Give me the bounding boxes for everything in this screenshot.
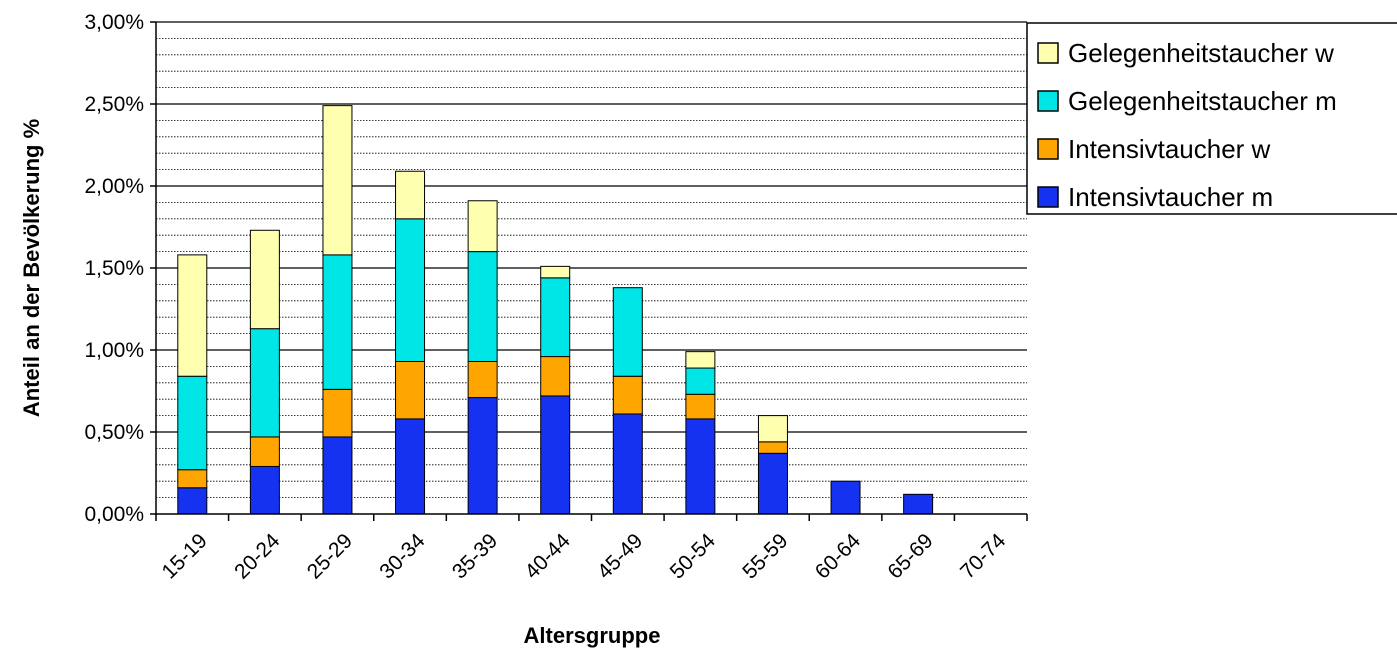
bars xyxy=(177,105,934,515)
x-tick-label: 40-44 xyxy=(520,529,574,583)
bar-segment xyxy=(540,265,571,279)
legend-swatch xyxy=(1037,90,1059,112)
x-tick-label: 30-34 xyxy=(375,529,429,583)
legend-swatch xyxy=(1037,186,1059,208)
y-tick-label: 2,00% xyxy=(84,175,144,198)
bar-segment xyxy=(685,418,716,515)
bar-segment xyxy=(685,393,716,420)
y-tick-label: 1,50% xyxy=(84,257,144,280)
bar-segment xyxy=(395,360,426,420)
bar-segment xyxy=(395,218,426,362)
bar-segment xyxy=(177,254,208,377)
bar-segment xyxy=(903,493,934,515)
bar-segment xyxy=(249,328,280,438)
x-tick-label: 25-29 xyxy=(303,529,357,583)
bar-segment xyxy=(540,356,571,397)
bar-segment xyxy=(757,415,788,443)
bar-segment xyxy=(757,441,788,454)
bar-segment xyxy=(249,436,280,467)
x-tick-label: 35-39 xyxy=(448,529,502,583)
x-tick-label: 60-64 xyxy=(811,529,865,583)
x-tick-label: 15-19 xyxy=(158,529,212,583)
bar-segment xyxy=(395,170,426,220)
bar-segment xyxy=(322,436,353,515)
grid xyxy=(156,21,1027,499)
legend-box xyxy=(1026,22,1397,215)
bar-segment xyxy=(467,397,498,515)
bar-segment xyxy=(612,413,643,515)
bar-segment xyxy=(612,375,643,415)
bar-segment xyxy=(685,351,716,369)
bar-segment xyxy=(322,254,353,390)
x-tick-label: 55-59 xyxy=(738,529,792,583)
bar-segment xyxy=(757,452,788,515)
y-axis-title: Anteil an der Bevölkerung % xyxy=(19,119,44,417)
legend: Gelegenheitstaucher w Gelegenheitstaucher… xyxy=(1026,22,1397,215)
x-axis-title: Altersgruppe xyxy=(524,623,661,648)
x-tick-label: 45-49 xyxy=(593,529,647,583)
bar-segment xyxy=(612,287,643,377)
x-tick-label: 65-69 xyxy=(883,529,937,583)
bar-segment xyxy=(830,480,861,515)
legend-label: Intensivtaucher m xyxy=(1068,182,1273,212)
bar-segment xyxy=(540,277,571,358)
bar-segment xyxy=(467,251,498,362)
y-tick-label: 2,50% xyxy=(84,93,144,116)
x-tick-label: 20-24 xyxy=(230,529,284,583)
legend-swatch xyxy=(1037,42,1059,64)
bar-segment xyxy=(177,487,208,515)
bar-segment xyxy=(249,465,280,515)
bar-segment xyxy=(467,200,498,253)
bar-segment xyxy=(540,395,571,515)
legend-swatch xyxy=(1037,138,1059,160)
x-tick-label: 50-54 xyxy=(666,529,720,583)
axes xyxy=(150,21,1028,521)
x-tick-label: 70-74 xyxy=(956,529,1010,583)
bar-segment xyxy=(249,229,280,330)
bar-segment xyxy=(467,360,498,399)
legend-label: Intensivtaucher w xyxy=(1068,134,1271,164)
legend-label: Gelegenheitstaucher m xyxy=(1068,86,1337,116)
bar-segment xyxy=(322,105,353,256)
legend-label: Gelegenheitstaucher w xyxy=(1068,38,1334,68)
y-tick-label: 3,00% xyxy=(84,11,144,34)
bar-segment xyxy=(685,367,716,395)
y-tick-label: 1,00% xyxy=(84,339,144,362)
bar-segment xyxy=(177,375,208,471)
bar-segment xyxy=(322,388,353,438)
bar-segment xyxy=(177,469,208,489)
y-tick-label: 0,50% xyxy=(84,421,144,444)
y-tick-label: 0,00% xyxy=(84,503,144,526)
bar-segment xyxy=(395,418,426,515)
